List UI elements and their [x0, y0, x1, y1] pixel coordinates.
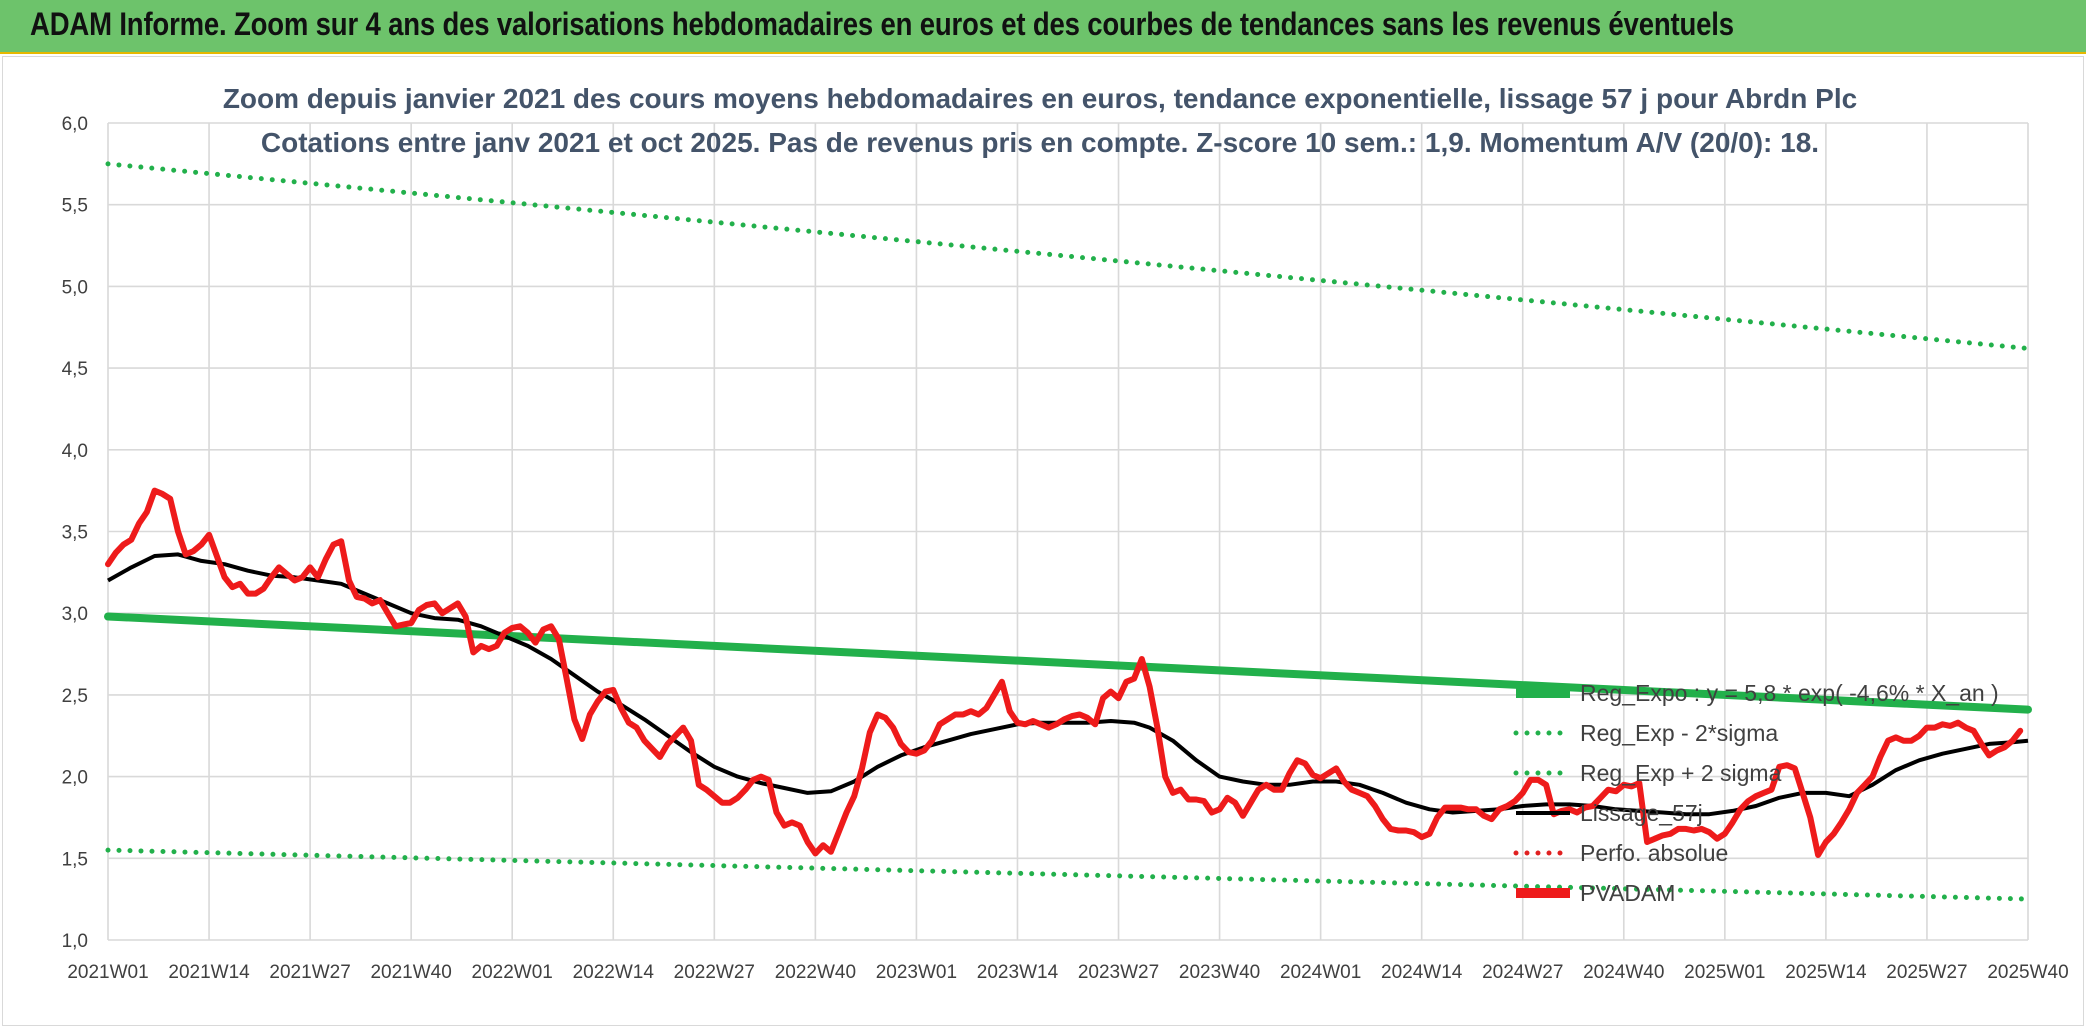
x-tick-label: 2025W40 — [1987, 962, 2068, 983]
x-tick-label: 2022W27 — [674, 962, 755, 983]
y-tick-label: 3,0 — [62, 604, 88, 625]
legend-label: PVADAM — [1580, 880, 1675, 906]
x-tick-label: 2021W40 — [370, 962, 451, 983]
x-tick-label: 2023W27 — [1078, 962, 1159, 983]
x-tick-label: 2025W01 — [1684, 962, 1765, 983]
x-tick-label: 2021W01 — [67, 962, 148, 983]
series-lines — [104, 161, 2032, 902]
x-tick-label: 2025W27 — [1886, 962, 1967, 983]
series-line-0 — [104, 612, 2032, 714]
chart-subtitle: Cotations entre janv 2021 et oct 2025. P… — [261, 127, 1819, 158]
y-tick-label: 1,0 — [62, 931, 88, 952]
y-tick-label: 2,0 — [62, 768, 88, 789]
x-tick-label: 2024W27 — [1482, 962, 1563, 983]
chart-title: Zoom depuis janvier 2021 des cours moyen… — [223, 83, 1857, 114]
legend-label: Lissage_57j — [1580, 800, 1703, 826]
x-tick-label: 2023W40 — [1179, 962, 1260, 983]
page-header: ADAM Informe. Zoom sur 4 ans des valoris… — [0, 0, 2086, 54]
page-title: ADAM Informe. Zoom sur 4 ans des valoris… — [30, 6, 1734, 42]
legend-label: Perfo. absolue — [1580, 840, 1728, 866]
x-tick-label: 2024W01 — [1280, 962, 1361, 983]
series-line-2 — [105, 161, 2031, 351]
chart-frame — [2, 56, 2084, 1026]
legend: Reg_Expo : y = 5,8 * exp( -4,6% * X_an )… — [1513, 680, 1999, 906]
y-tick-label: 3,5 — [62, 523, 88, 544]
y-tick-label: 2,5 — [62, 686, 88, 707]
x-tick-label: 2025W14 — [1785, 962, 1867, 983]
x-tick-label: 2024W14 — [1381, 962, 1463, 983]
x-tick-label: 2022W40 — [775, 962, 856, 983]
x-tick-label: 2022W14 — [573, 962, 655, 983]
x-axis-ticks: 2021W01 2021W14 2021W27 2021W40 2022W01 2022W… — [67, 962, 2068, 983]
series-line-3 — [107, 552, 2029, 817]
y-axis-ticks: 1,0 1,5 2,0 2,5 3,0 3,5 4,0 4,5 5,0 5,5 6,0 — [62, 114, 88, 952]
y-tick-label: 5,0 — [62, 277, 88, 298]
y-tick-label: 6,0 — [62, 114, 88, 135]
y-tick-label: 4,0 — [62, 441, 88, 462]
legend-label: Reg_Exp - 2*sigma — [1580, 720, 1778, 746]
x-tick-label: 2021W14 — [168, 962, 250, 983]
x-tick-label: 2024W40 — [1583, 962, 1664, 983]
x-tick-label: 2023W14 — [977, 962, 1059, 983]
y-tick-label: 4,5 — [62, 359, 88, 380]
x-tick-label: 2023W01 — [876, 962, 957, 983]
legend-label: Reg_Exp + 2 sigma — [1580, 760, 1782, 786]
series-line-1 — [105, 847, 2031, 902]
x-tick-label: 2021W27 — [269, 962, 350, 983]
y-tick-label: 5,5 — [62, 196, 88, 217]
x-tick-label: 2022W01 — [472, 962, 553, 983]
series-line-5 — [105, 487, 2024, 858]
gridlines — [107, 122, 2029, 941]
legend-label: Reg_Expo : y = 5,8 * exp( -4,6% * X_an ) — [1580, 680, 1999, 706]
y-tick-label: 1,5 — [62, 849, 88, 870]
